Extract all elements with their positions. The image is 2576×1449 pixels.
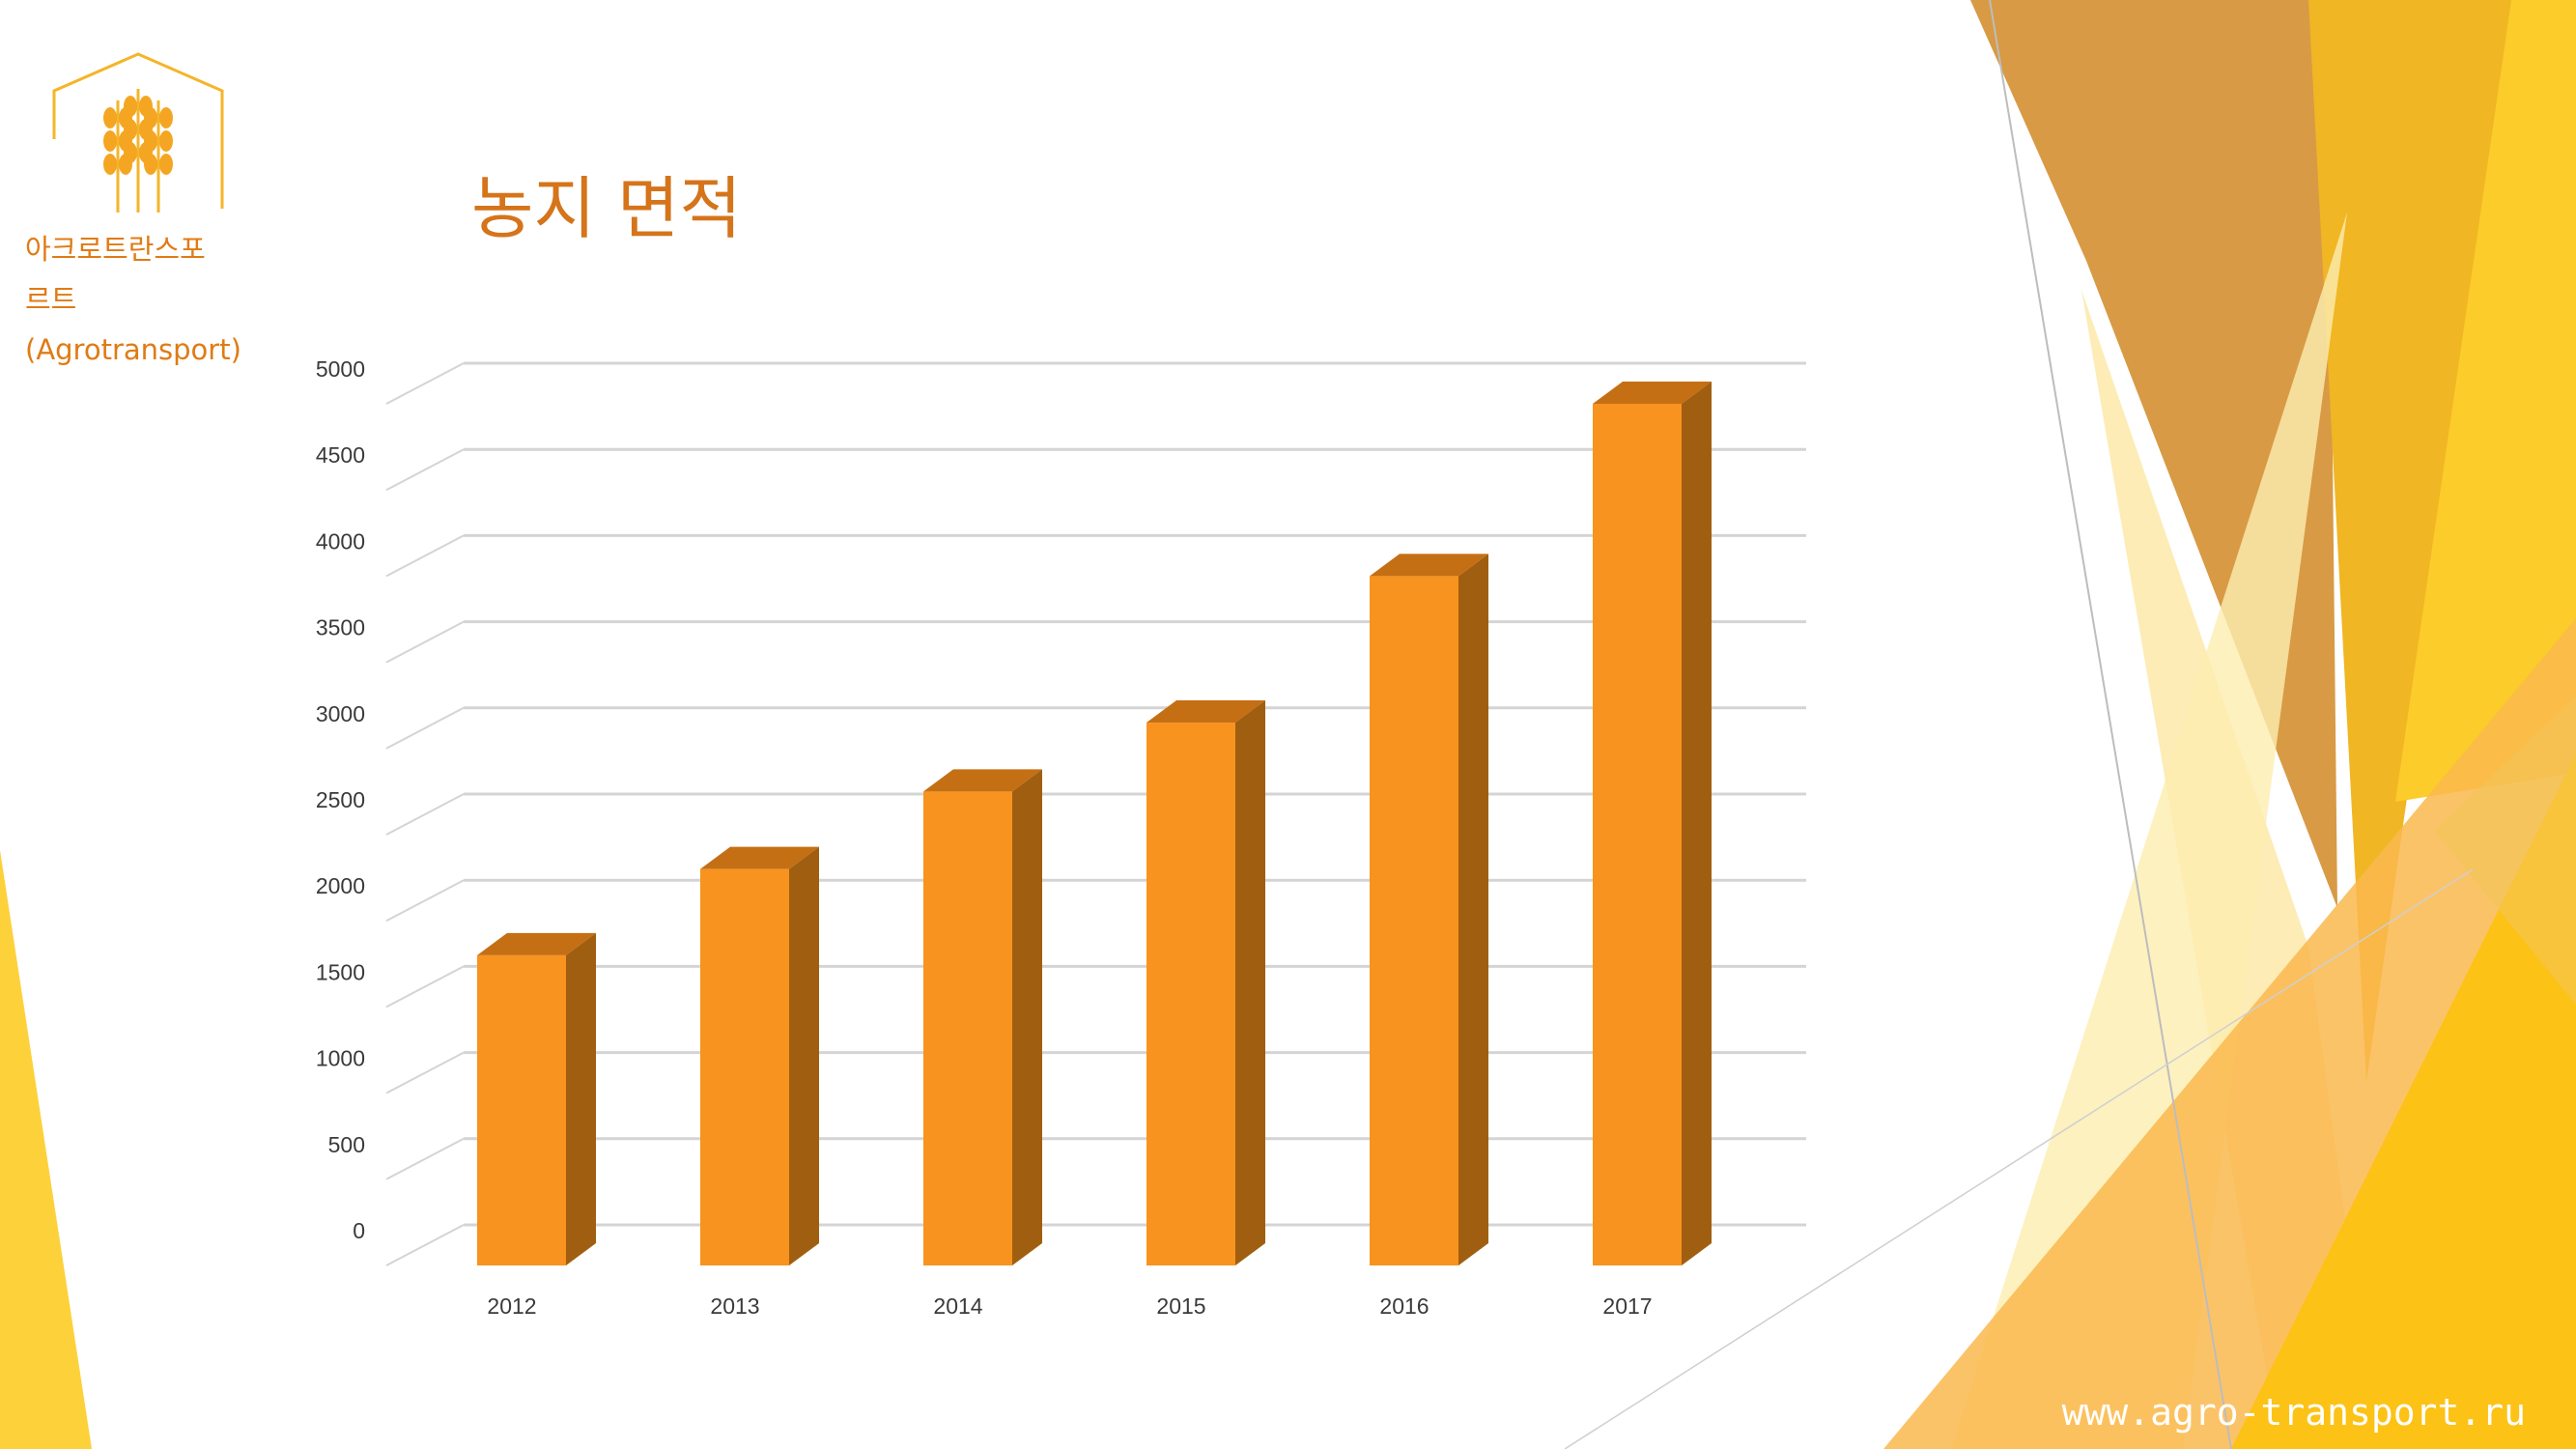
brand-name: 아크로트란스포 르트 (Agrotransport) [25, 224, 257, 375]
brand-name-line-3: (Agrotransport) [25, 333, 241, 366]
y-tick-label: 3500 [316, 615, 365, 640]
bar-2016 [1370, 576, 1458, 1265]
brand-name-line-2: 르트 [25, 283, 77, 316]
bar-top-2014 [923, 769, 1042, 792]
gridline-depth-500 [385, 1137, 465, 1180]
bar-2015 [1146, 723, 1235, 1265]
gridline-depth-4000 [385, 534, 465, 578]
bar-side-2017 [1682, 382, 1712, 1265]
bar-top-2017 [1593, 382, 1712, 404]
y-tick-label: 1000 [316, 1046, 365, 1071]
gridline-depth-1000 [385, 1051, 465, 1094]
gridline-depth-3000 [385, 706, 465, 750]
gridline-depth-2000 [385, 879, 465, 923]
bar-side-2013 [789, 846, 819, 1265]
wheat-house-icon [52, 52, 224, 213]
y-tick-label: 0 [353, 1218, 365, 1243]
slide-title: 농지 면적 [471, 169, 742, 248]
bar-side-2016 [1458, 554, 1488, 1265]
y-tick-label: 2000 [316, 873, 365, 898]
gridline-depth-4500 [385, 448, 465, 492]
x-tick-label: 2013 [710, 1293, 759, 1319]
brand-name-line-1: 아크로트란스포 [25, 233, 206, 266]
gridline-depth-0 [385, 1224, 465, 1266]
y-tick-label: 1500 [316, 959, 365, 984]
bar-side-2014 [1012, 769, 1042, 1265]
x-tick-label: 2012 [487, 1293, 536, 1319]
y-tick-label: 3000 [316, 701, 365, 726]
bar-top-2012 [477, 932, 596, 955]
bar-side-2015 [1235, 700, 1265, 1265]
x-tick-label: 2014 [933, 1293, 982, 1319]
bar-top-2013 [700, 846, 819, 869]
y-tick-label: 5000 [316, 356, 365, 382]
y-tick-label: 4500 [316, 442, 365, 468]
bar-2017 [1593, 404, 1682, 1265]
bar-top-2015 [1146, 700, 1265, 724]
y-tick-label: 4000 [316, 528, 365, 554]
bar-top-2016 [1370, 554, 1488, 577]
gridline-depth-1500 [385, 965, 465, 1009]
bar-2014 [923, 791, 1012, 1265]
bar-side-2012 [566, 932, 596, 1265]
y-tick-label: 2500 [316, 787, 365, 812]
x-tick-label: 2015 [1156, 1293, 1205, 1319]
gridline-depth-3500 [385, 620, 465, 664]
gridline-depth-5000 [385, 362, 465, 405]
website-url[interactable]: www.agro-transport.ru [2061, 1391, 2526, 1434]
bar-2012 [477, 954, 566, 1265]
x-tick-label: 2017 [1602, 1293, 1652, 1319]
gridline-depth-2500 [385, 793, 465, 836]
y-tick-label: 500 [328, 1132, 365, 1157]
bar-2013 [700, 868, 789, 1265]
x-tick-label: 2016 [1379, 1293, 1429, 1319]
